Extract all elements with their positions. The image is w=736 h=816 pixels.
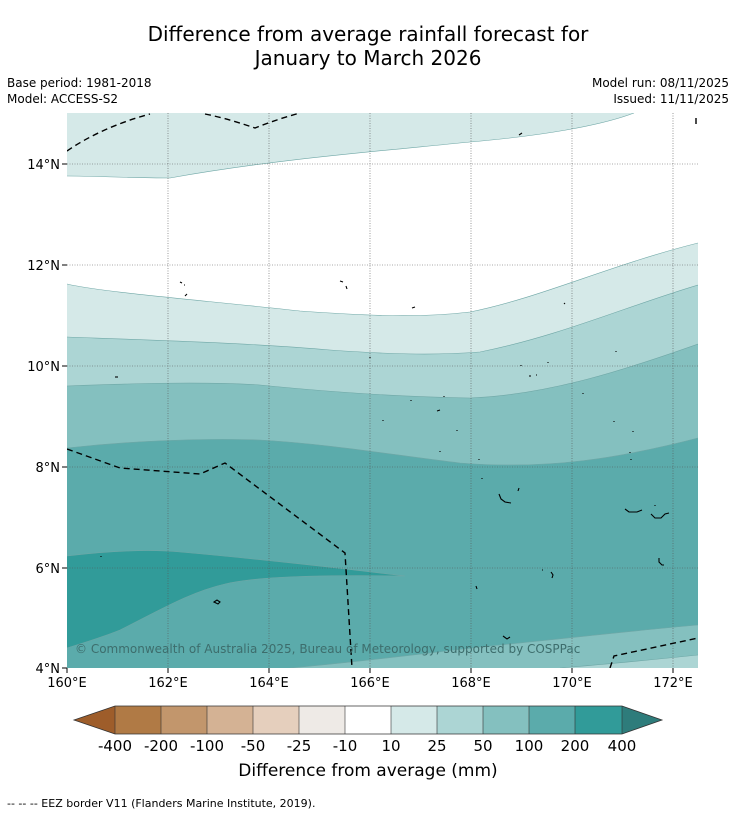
lat-label: 12°N	[27, 259, 60, 274]
lon-label: 170°E	[552, 676, 592, 691]
band-200-400	[67, 550, 405, 648]
latitude-labels: 14°N 12°N 10°N 8°N 6°N 4°N	[27, 158, 60, 677]
lat-label: 14°N	[27, 158, 60, 173]
colorbar-swatch	[299, 706, 345, 734]
colorbar-tick: 200	[561, 737, 590, 755]
lat-label: 4°N	[36, 662, 61, 677]
info-right: Model run: 08/11/2025 Issued: 11/11/2025	[592, 75, 729, 107]
colorbar-tick: -400	[98, 737, 132, 755]
band-top-10-25	[67, 113, 634, 178]
colorbar-tick: -25	[287, 737, 312, 755]
colorbar-swatch	[391, 706, 437, 734]
colorbar-ticks: -400 -200 -100 -50 -25 -10 10 25 50 100 …	[98, 737, 636, 755]
title-line-2: January to March 2026	[254, 46, 482, 70]
lon-label: 160°E	[47, 676, 87, 691]
colorbar-swatch	[345, 706, 391, 734]
colorbar-tick: 25	[427, 737, 446, 755]
rainfall-contours	[67, 113, 698, 668]
band-bottom-50-100	[290, 625, 698, 668]
colorbar-low-arrow	[74, 706, 115, 734]
lon-label: 162°E	[148, 676, 188, 691]
colorbar-label: Difference from average (mm)	[238, 761, 498, 781]
colorbar-tick: 400	[608, 737, 637, 755]
colorbar-swatch	[437, 706, 483, 734]
colorbar-swatch	[253, 706, 299, 734]
colorbar-tick: -100	[190, 737, 224, 755]
colorbar-swatch	[575, 706, 622, 734]
lon-label: 168°E	[451, 676, 491, 691]
colorbar-tick: 100	[515, 737, 544, 755]
colorbar-high-arrow	[622, 706, 662, 734]
colorbar-swatch	[115, 706, 161, 734]
colorbar-swatch	[529, 706, 575, 734]
colorbar-swatch	[207, 706, 253, 734]
lon-label: 172°E	[653, 676, 693, 691]
band-bottom-25-50	[560, 655, 698, 668]
colorbar-tick: 50	[473, 737, 492, 755]
eez-footnote: -- -- -- EEZ border V11 (Flanders Marine…	[7, 797, 316, 810]
lon-label: 164°E	[249, 676, 289, 691]
colorbar	[72, 705, 664, 735]
colorbar-tick: -200	[144, 737, 178, 755]
base-period-text: Base period: 1981-2018	[7, 76, 152, 90]
band-100-200	[67, 438, 698, 668]
lon-label: 166°E	[350, 676, 390, 691]
tick-marks	[62, 163, 674, 673]
longitude-labels: 160°E 162°E 164°E 166°E 168°E 170°E 172°…	[47, 676, 693, 691]
map-title: Difference from average rainfall forecas…	[0, 22, 736, 70]
colorbar-tick: 10	[381, 737, 400, 755]
model-text: Model: ACCESS-S2	[7, 92, 119, 106]
copyright-text: © Commonwealth of Australia 2025, Bureau…	[75, 642, 580, 656]
issued-text: Issued: 11/11/2025	[613, 92, 729, 106]
colorbar-swatch	[161, 706, 207, 734]
graticule	[67, 113, 698, 668]
model-run-text: Model run: 08/11/2025	[591, 76, 729, 90]
lat-label: 8°N	[36, 461, 61, 476]
lat-label: 10°N	[27, 360, 60, 375]
colorbar-tick: -50	[241, 737, 266, 755]
info-left: Base period: 1981-2018 Model: ACCESS-S2	[7, 75, 152, 107]
colorbar-swatch	[483, 706, 529, 734]
eez-borders	[67, 113, 698, 668]
islands	[100, 132, 670, 640]
lat-label: 6°N	[36, 562, 61, 577]
colorbar-tick: -10	[333, 737, 358, 755]
title-line-1: Difference from average rainfall forecas…	[147, 22, 589, 46]
